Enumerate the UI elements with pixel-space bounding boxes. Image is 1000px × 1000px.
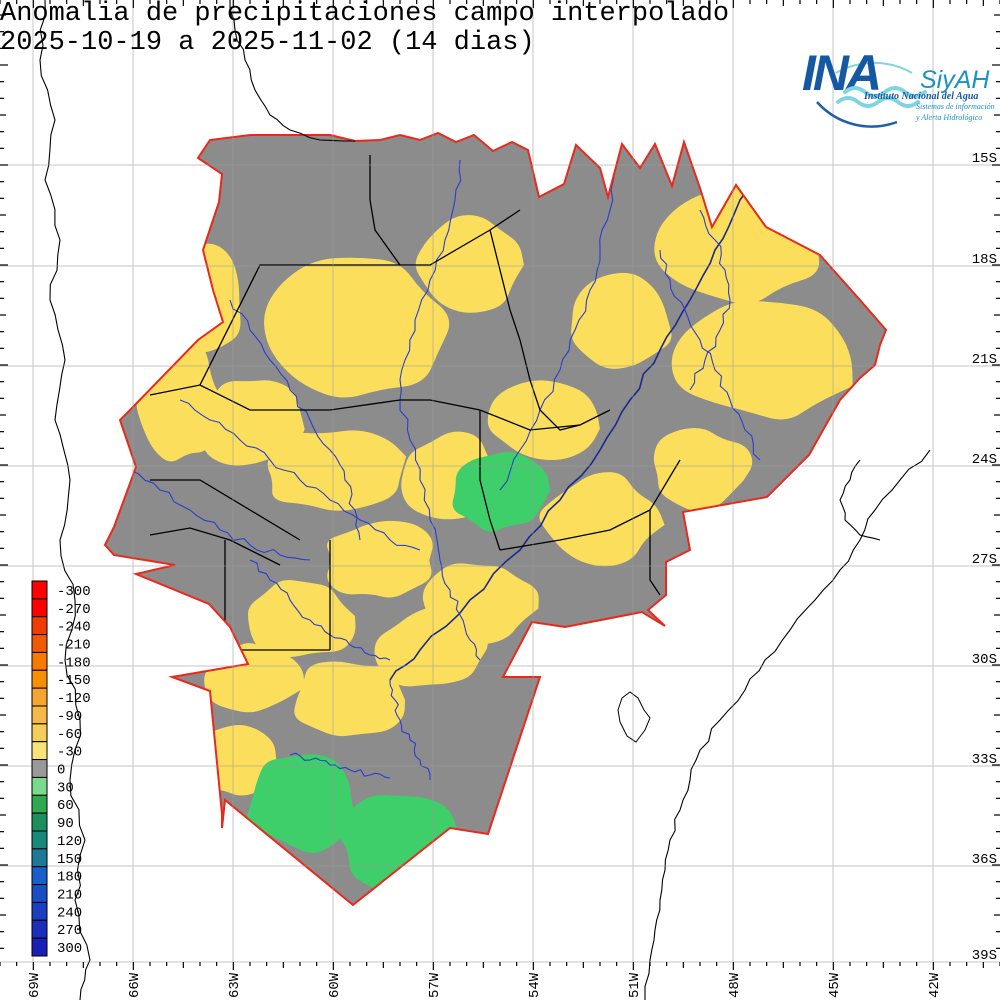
svg-text:48W: 48W [727,972,743,998]
svg-text:42W: 42W [927,972,943,998]
svg-text:y Alerta Hidrológico: y Alerta Hidrológico [915,113,982,122]
svg-text:240: 240 [57,905,82,921]
svg-text:66W: 66W [127,972,143,998]
svg-text:-120: -120 [57,691,91,707]
svg-text:-30: -30 [57,745,82,761]
svg-text:51W: 51W [627,972,643,998]
svg-text:60: 60 [57,798,74,814]
svg-text:0: 0 [57,763,65,779]
svg-text:63W: 63W [227,972,243,998]
svg-text:210: 210 [57,888,82,904]
svg-text:2025-10-19 a 2025-11-02 (14 di: 2025-10-19 a 2025-11-02 (14 dias) [0,28,535,58]
svg-text:-60: -60 [57,727,82,743]
svg-text:SiyAH: SiyAH [920,66,990,94]
svg-text:30: 30 [57,780,74,796]
svg-text:-300: -300 [57,584,91,600]
svg-text:39S: 39S [972,948,997,964]
svg-text:-90: -90 [57,709,82,725]
svg-text:270: 270 [57,923,82,939]
svg-text:60W: 60W [327,972,343,998]
svg-text:120: 120 [57,834,82,850]
svg-text:300: 300 [57,941,82,957]
svg-text:Sistemas de información: Sistemas de información [916,102,995,111]
svg-text:-270: -270 [57,602,91,618]
svg-text:57W: 57W [427,972,443,998]
svg-text:69W: 69W [27,972,43,998]
svg-text:45W: 45W [827,972,843,998]
svg-text:-240: -240 [57,620,91,636]
svg-text:Anomalia de precipitaciones ca: Anomalia de precipitaciones campo interp… [0,0,729,29]
svg-text:-180: -180 [57,655,91,671]
svg-text:54W: 54W [527,972,543,998]
svg-text:-210: -210 [57,638,91,654]
svg-text:90: 90 [57,816,74,832]
svg-text:Instituto Nacional del Agua: Instituto Nacional del Agua [863,91,978,102]
svg-text:150: 150 [57,852,82,868]
svg-text:180: 180 [57,870,82,886]
svg-text:-150: -150 [57,673,91,689]
